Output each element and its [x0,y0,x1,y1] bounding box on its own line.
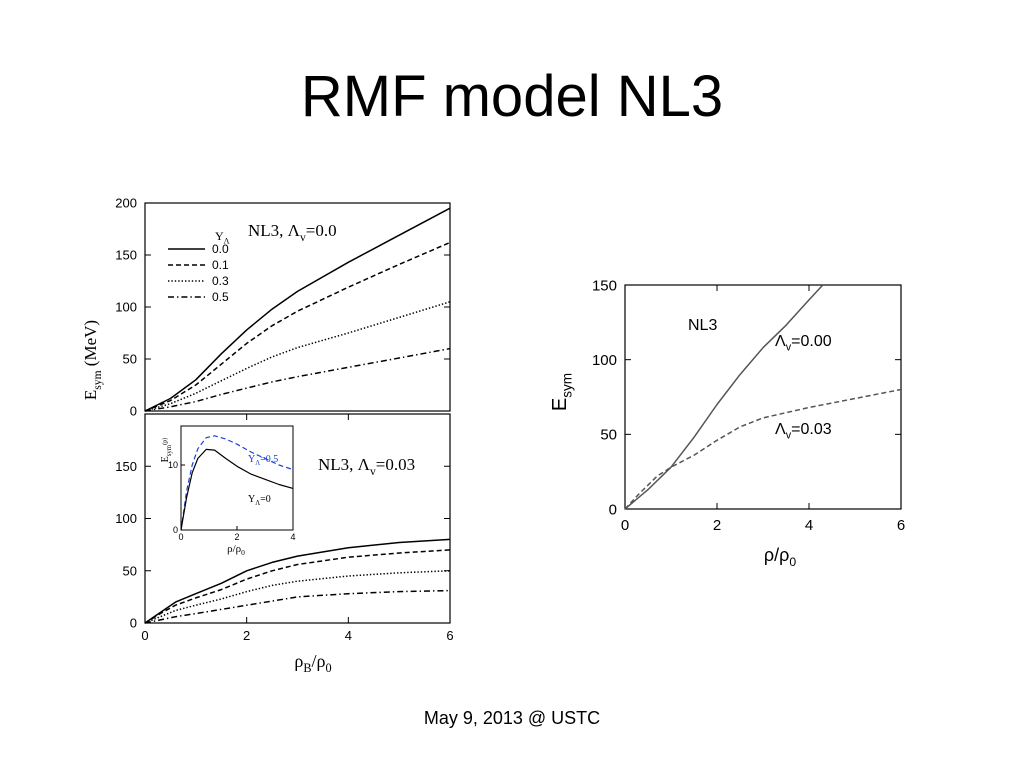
left-top-legend-label-3: 0.5 [212,290,229,304]
left-bottom-xtick-label-3: 6 [446,628,453,643]
left-bottom-title: NL3, Λv=0.03 [318,455,415,478]
inset-series-label-1: YΛ=0 [248,494,271,507]
inset-series-label-0: YΛ=0.5 [248,454,278,467]
left-bottom-ytick-label-0: 0 [130,616,137,631]
right-series-line-0 [624,284,824,510]
left-top-series-line-2 [144,301,451,412]
left-top-legend-label-2: 0.3 [212,274,229,288]
right-ylabel: Esym [549,373,575,411]
right-xtick-label-3: 6 [897,517,905,534]
right-series-label-0: Λv=0.00 [775,333,832,353]
left-bottom-series-line-1 [144,549,451,624]
left-bottom-xtick-label-1: 2 [243,628,250,643]
chart-right: 0 50 100 150 0 2 4 6 NL3 Λv=0.00 Λv=0.03 Esym ρ/ρ0 [549,277,905,569]
right-title: NL3 [688,317,717,334]
inset-xtick-label-1: 2 [234,532,239,542]
inset-xtick-label-0: 0 [178,532,183,542]
right-xtick-label-2: 4 [805,517,813,534]
left-top-ytick-label-2: 100 [115,300,137,315]
left-bottom-xtick-label-2: 4 [345,628,352,643]
right-xlabel: ρ/ρ0 [764,545,796,569]
inset-xlabel: ρ/ρ0 [227,543,245,557]
inset-xtick-label-2: 4 [290,532,295,542]
left-bottom-series-line-2 [144,570,451,624]
left-bottom-ytick-label-2: 100 [115,511,137,526]
right-ytick-label-2: 100 [592,352,617,369]
left-bottom-series-line-0 [144,538,451,624]
left-bottom-xtick-label-0: 0 [141,628,148,643]
inset-ytick-label-0: 0 [173,525,178,535]
right-ytick-label-1: 50 [600,427,617,444]
left-bottom-ytick-label-3: 150 [115,459,137,474]
slide-footer: May 9, 2013 @ USTC [423,708,601,728]
left-top-ytick-label-0: 0 [130,404,137,419]
right-series-line-1 [624,388,902,510]
right-series-label-1: Λv=0.03 [775,421,832,441]
left-top-ylabel: Esym (MeV) [81,320,104,400]
right-xtick-label-0: 0 [621,517,629,534]
inset-ylabel: Esym(p) [160,438,173,463]
inset-series-line-0 [180,435,294,531]
left-top-series-line-0 [144,207,451,412]
left-top-series-line-3 [144,347,451,412]
left-top-legend-title: YΛ [215,229,230,245]
right-ytick-label-0: 0 [609,501,617,518]
left-top-legend-label-1: 0.1 [212,258,229,272]
chart-left-top: 0 50 100 150 200 NL3, Λv=0.0 YΛ0.0 0.1 0.3 0.5 Esy… [81,196,451,419]
left-top-series-line-1 [144,241,451,412]
right-xtick-label-1: 2 [713,517,721,534]
left-bottom-ytick-label-1: 50 [123,563,137,578]
left-top-title: NL3, Λv=0.0 [248,221,337,244]
inset-plot-frame [180,425,294,531]
right-plot-frame [624,284,902,510]
left-bottom-xlabel: ρB/ρ0 [294,651,331,675]
inset-ytick-label-1: 10 [168,460,178,470]
left-top-ytick-label-3: 150 [115,248,137,263]
inset-chart: 0 10 0 2 4 YΛ=0.5 YΛ=0 Esym(p) ρ/ρ0 [160,425,296,557]
right-ytick-label-3: 150 [592,277,617,294]
left-top-legend-label-0: 0.0 [212,242,229,256]
inset-series-line-1 [180,448,294,531]
slide-title: RMF model NL3 [300,64,724,129]
left-top-ytick-label-1: 50 [123,352,137,367]
left-top-ytick-label-4: 200 [115,196,137,211]
left-bottom-series-line-3 [144,589,451,624]
